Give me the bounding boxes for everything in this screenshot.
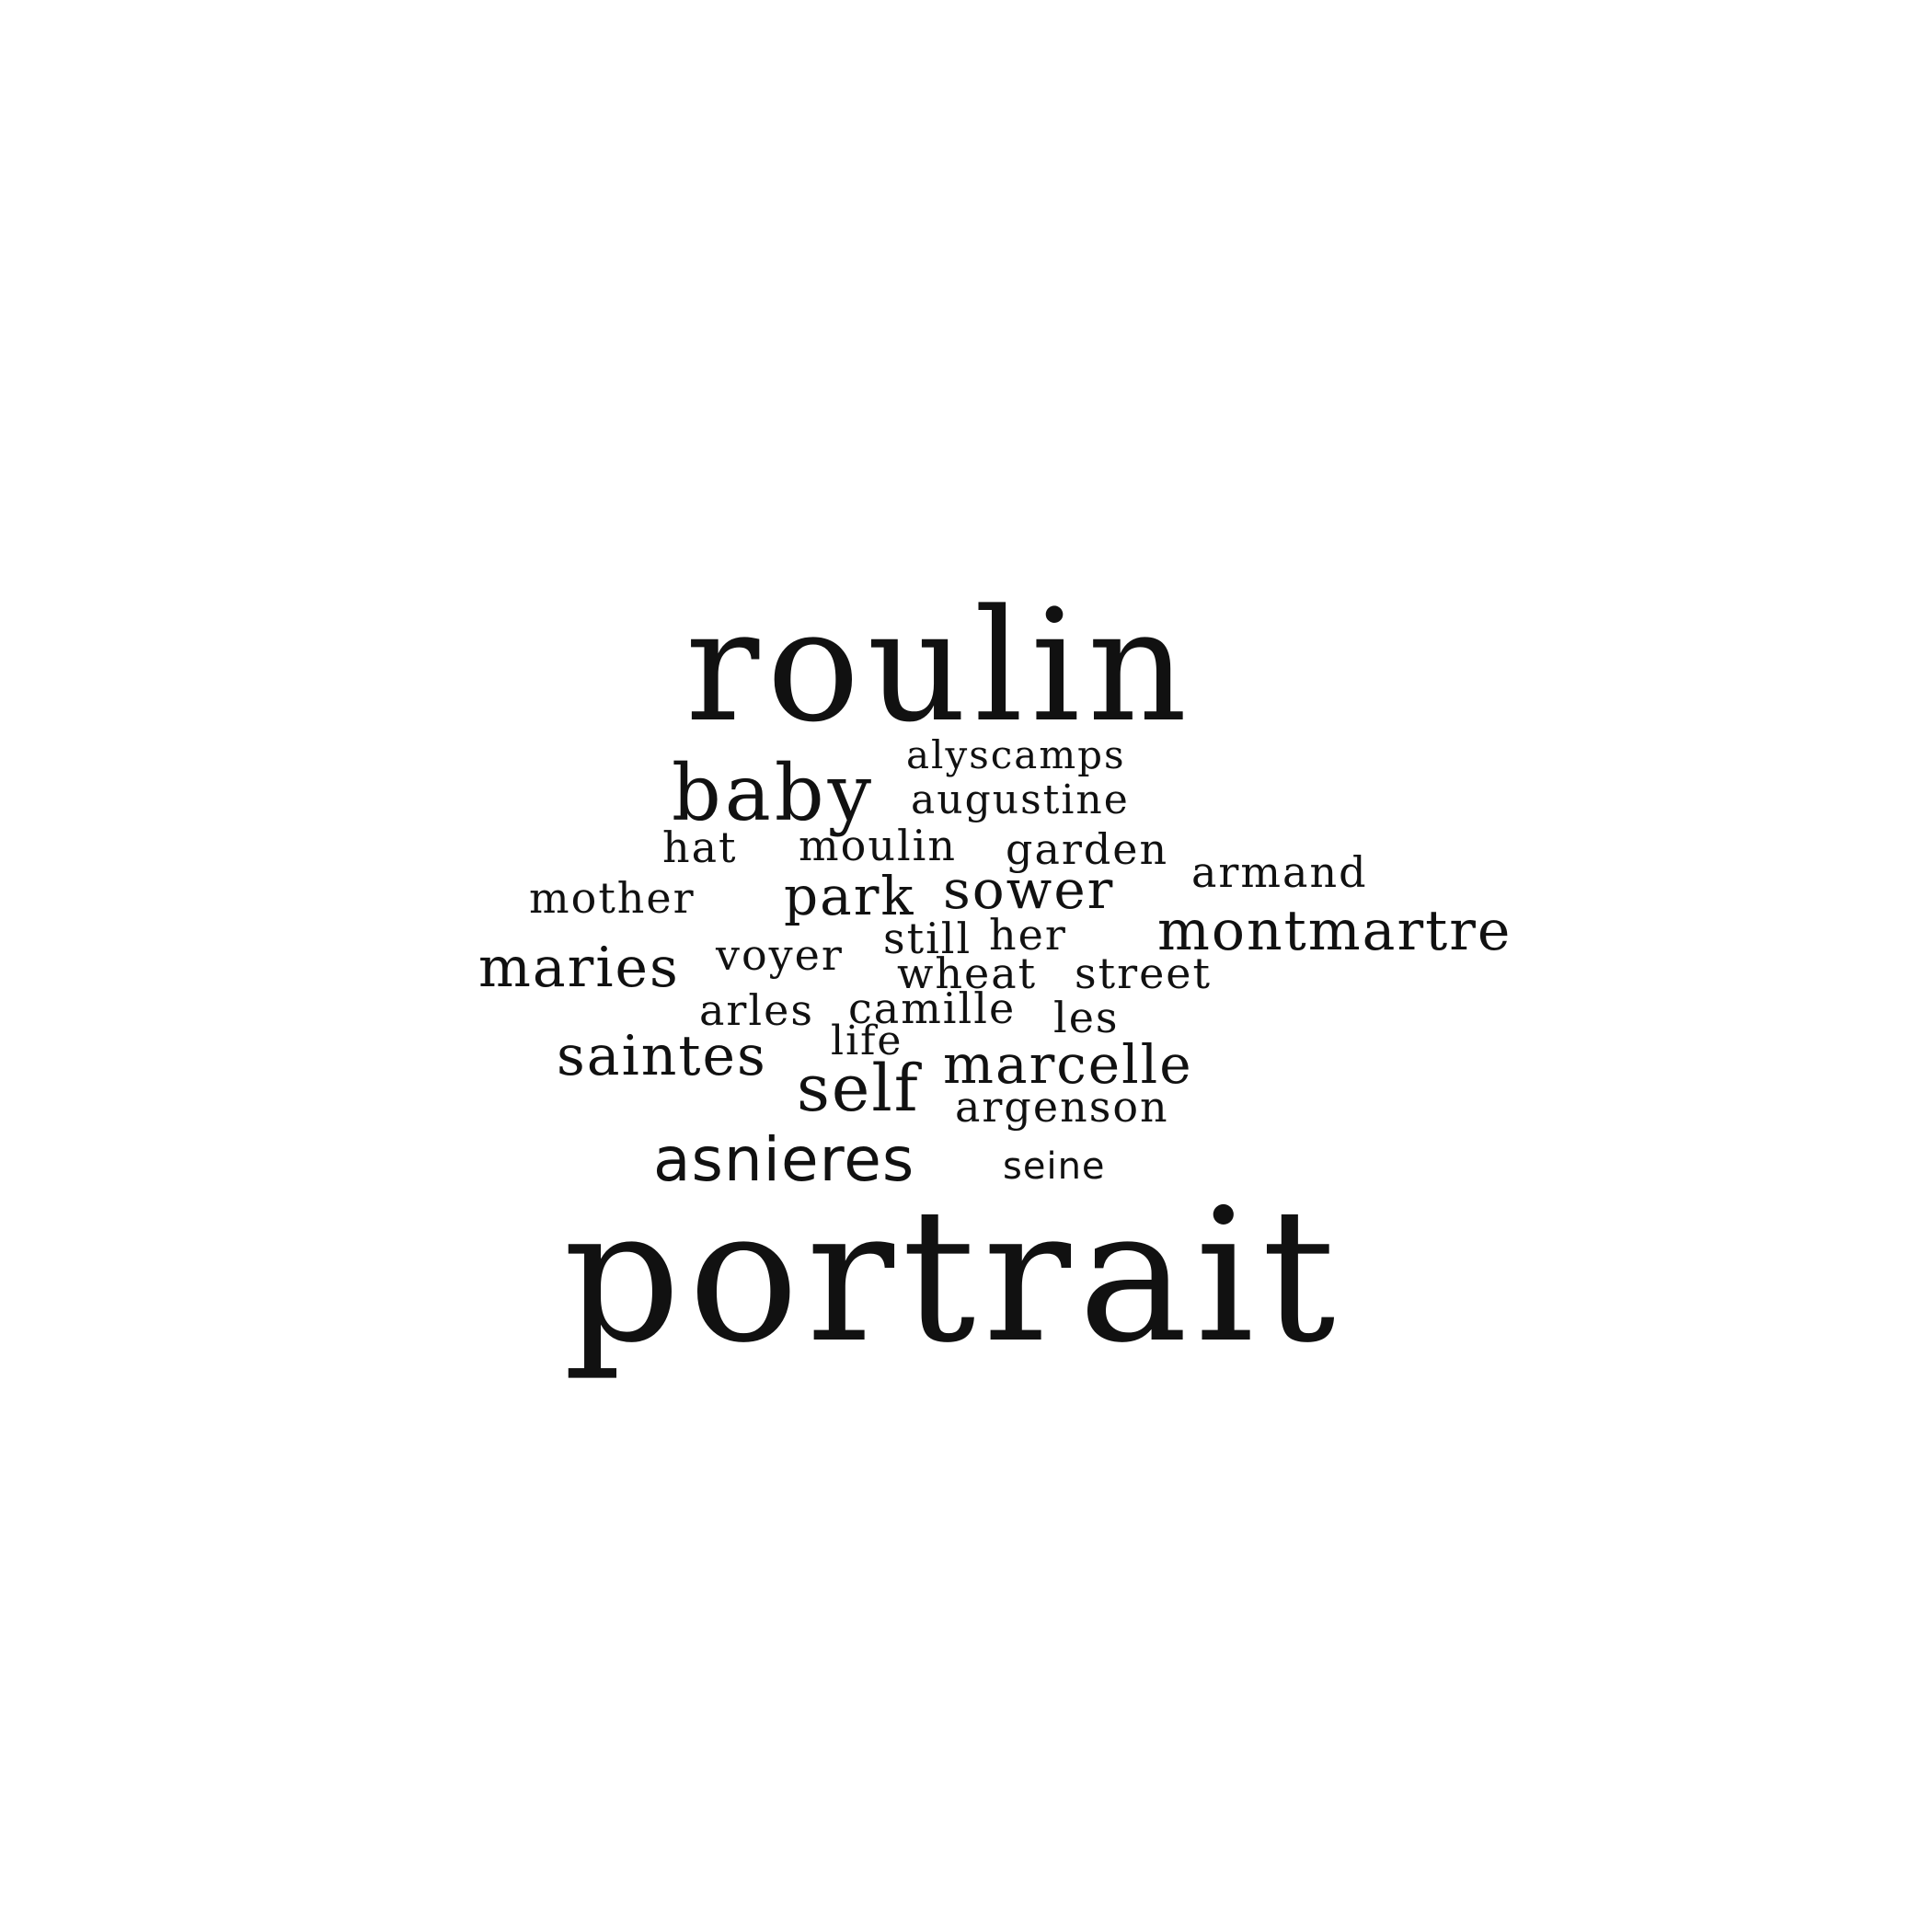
word-asnieres: asnieres [653,1124,915,1195]
word-sower: sower [943,858,1115,921]
word-maries: maries [478,936,680,1000]
word-moulin: moulin [799,821,957,870]
word-armand: armand [1191,847,1368,897]
word-park: park [784,865,915,927]
word-life: life [831,1018,903,1064]
word-mother: mother [529,873,696,923]
word-self: self [797,1051,920,1126]
word-marcelle: marcelle [943,1033,1193,1096]
word-street: street [1075,949,1213,998]
word-les: les [1053,993,1120,1042]
word-wheat: wheat [897,949,1038,998]
word-garden: garden [1006,824,1169,874]
word-seine: seine [1003,1145,1106,1188]
word-saintes: saintes [557,1024,767,1088]
word-hat: hat [662,822,738,872]
word-montmartre: montmartre [1157,899,1512,963]
word-still: still [883,914,972,963]
word-roulin: roulin [685,576,1195,756]
word-voyer: voyer [716,930,844,980]
word-augustine: augustine [911,776,1130,823]
word-arles: arles [699,985,814,1035]
word-her: her [989,910,1067,960]
word-portrait: portrait [563,1169,1343,1384]
word-argenson: argenson [955,1082,1169,1132]
word-baby: baby [672,748,876,838]
word-camille: camille [848,983,1017,1033]
word-alyscamps: alyscamps [906,732,1126,777]
